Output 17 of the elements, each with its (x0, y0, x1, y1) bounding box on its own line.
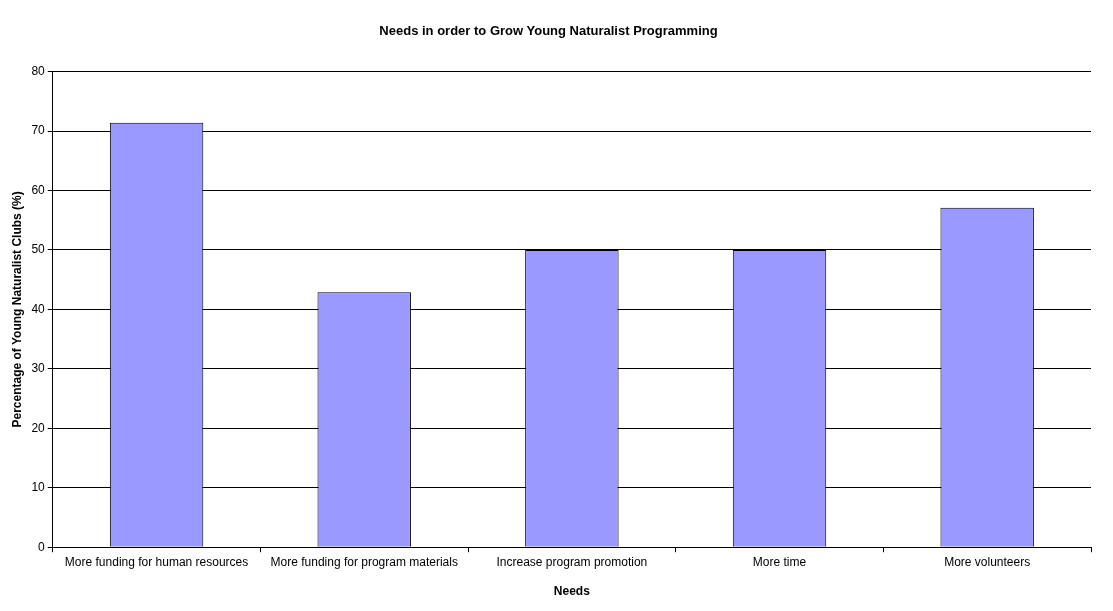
y-tick-label: 10 (31, 480, 46, 495)
y-tick-label: 80 (31, 63, 46, 78)
y-tick-label: 20 (31, 420, 46, 435)
x-axis-title: Needs (553, 584, 591, 599)
y-tick-label: 0 (38, 539, 46, 554)
x-tick-label: More funding for program materials (270, 554, 458, 569)
chart-title: Needs in order to Grow Young Naturalist Programming (379, 23, 718, 39)
x-tick-label: More time (752, 554, 807, 569)
y-axis-title: Percentage of Young Naturalist Clubs (%) (9, 191, 24, 428)
x-tick-label: Increase program promotion (496, 554, 648, 569)
x-tick-label: More funding for human resources (64, 554, 249, 569)
y-tick-label: 30 (31, 361, 46, 376)
y-tick-label: 50 (31, 242, 46, 257)
y-tick-label: 60 (31, 182, 46, 197)
y-tick-label: 70 (31, 123, 46, 138)
x-tick-label: More volunteers (944, 554, 1031, 569)
y-tick-label: 40 (31, 301, 46, 316)
